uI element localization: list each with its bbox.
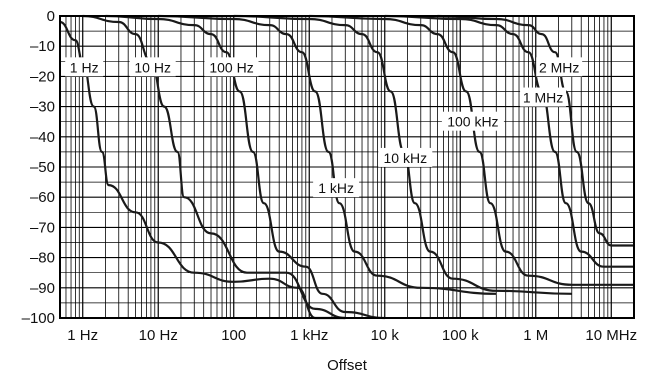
x-axis-title: Offset bbox=[327, 357, 368, 374]
rbw-curve-1-khz bbox=[158, 14, 497, 295]
y-tick-label: –30 bbox=[30, 99, 55, 116]
x-tick-label: 1 M bbox=[523, 327, 548, 344]
rbw-curve-10-hz bbox=[82, 14, 346, 320]
x-tick-label: 1 kHz bbox=[290, 327, 328, 344]
y-tick-label: –70 bbox=[30, 219, 55, 236]
rbw-label-background bbox=[536, 57, 583, 77]
rbw-label-10-hz: 10 Hz bbox=[134, 59, 171, 75]
rbw-label-100-khz: 100 kHz bbox=[447, 114, 498, 130]
x-tick-label: 100 bbox=[221, 327, 246, 344]
rbw-curve-100-hz bbox=[105, 14, 385, 320]
rbw-curve-10-khz bbox=[233, 14, 572, 295]
y-tick-label: –20 bbox=[30, 68, 55, 85]
rbw-curve-100-khz bbox=[309, 14, 634, 286]
rbw-label-background bbox=[65, 57, 104, 77]
y-tick-label: –90 bbox=[30, 280, 55, 297]
rbw-label-100-hz: 100 Hz bbox=[209, 59, 253, 75]
y-tick-label: 0 bbox=[47, 8, 55, 25]
axis-layer: 0 –10 –20 –30 –40 –50 –60 –70 –80 –90 –100 1 Hz 10 H… bbox=[22, 8, 637, 344]
x-tick-label: 10 Hz bbox=[139, 327, 178, 344]
y-tick-label: –60 bbox=[30, 189, 55, 206]
y-tick-label: –100 bbox=[22, 310, 55, 327]
rbw-label-background bbox=[378, 147, 433, 167]
rbw-label-1-khz: 1 kHz bbox=[318, 180, 354, 196]
x-tick-label: 1 Hz bbox=[67, 327, 98, 344]
y-tick-label: –40 bbox=[30, 129, 55, 146]
y-tick-label: –10 bbox=[30, 38, 55, 55]
rbw-label-2-mhz: 2 MHz bbox=[539, 59, 579, 75]
rbw-label-10-khz: 10 kHz bbox=[384, 150, 428, 166]
plot-frame bbox=[59, 15, 635, 319]
rbw-label-1-mhz: 1 MHz bbox=[523, 90, 563, 106]
x-tick-label: 10 MHz bbox=[585, 327, 637, 344]
rbw-label-background bbox=[129, 57, 176, 77]
rbw-label-background bbox=[204, 57, 259, 77]
rbw-label-background bbox=[313, 178, 360, 198]
rbw-label-background bbox=[520, 87, 567, 107]
y-tick-label: –50 bbox=[30, 159, 55, 176]
rbw-label-layer: 1 Hz 10 Hz 100 Hz 1 kHz 10 kHz 100 kHz 1 MHz 2 … bbox=[65, 57, 583, 198]
x-tick-label: 100 k bbox=[442, 327, 479, 344]
x-tick-label: 10 k bbox=[371, 327, 400, 344]
rbw-label-background bbox=[441, 111, 504, 131]
rbw-label-1-hz: 1 Hz bbox=[70, 59, 99, 75]
y-tick-label: –80 bbox=[30, 250, 55, 267]
